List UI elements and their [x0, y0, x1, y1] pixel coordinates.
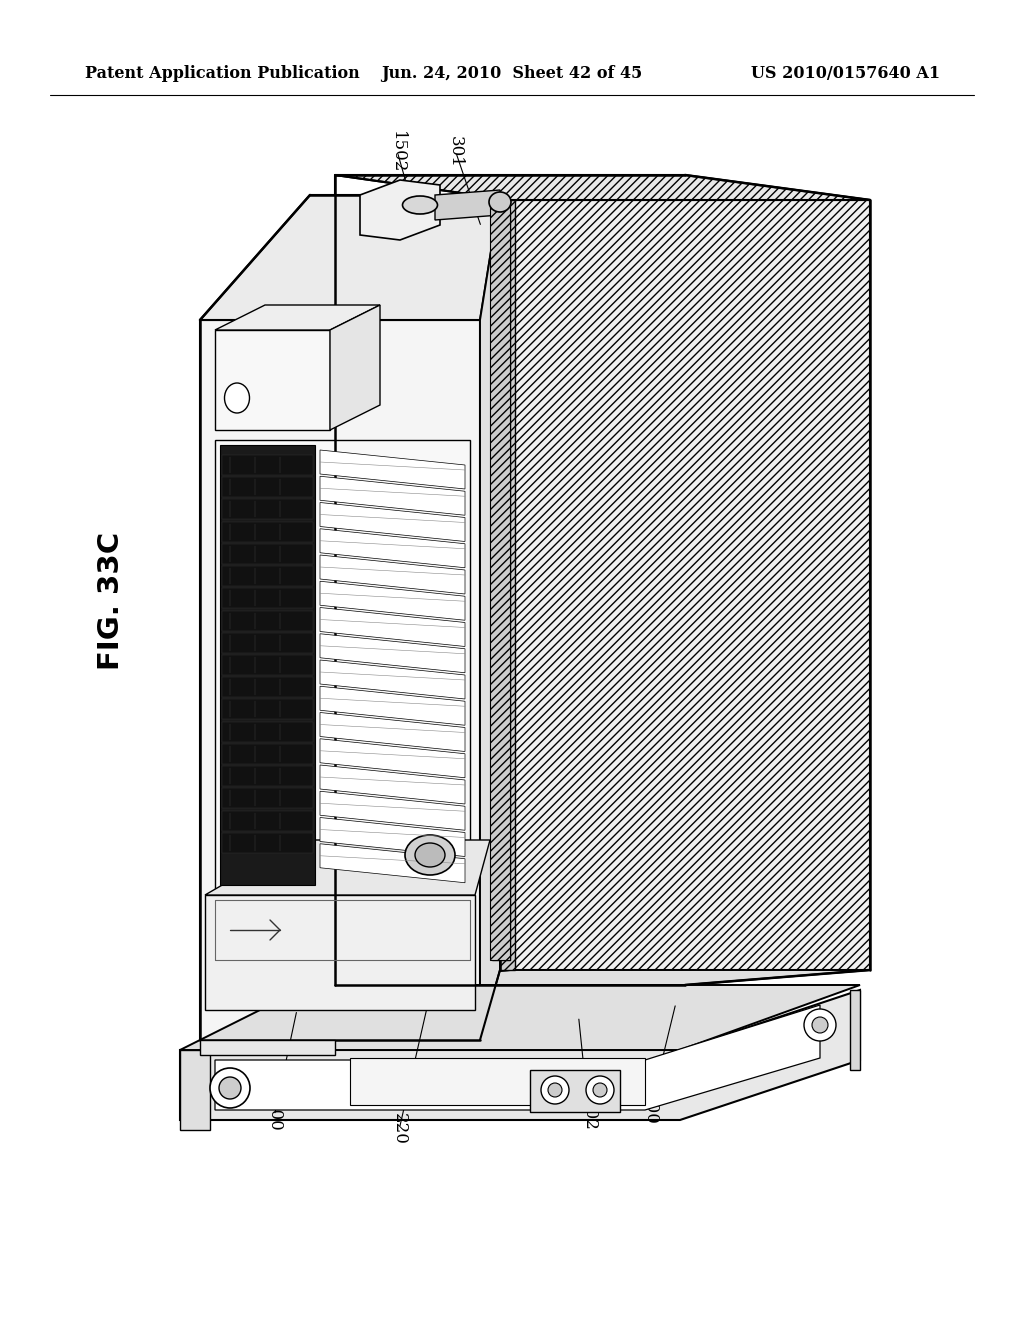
- Polygon shape: [319, 791, 465, 830]
- Polygon shape: [319, 477, 465, 515]
- Polygon shape: [222, 833, 313, 853]
- Polygon shape: [319, 607, 465, 647]
- Circle shape: [804, 1008, 836, 1041]
- Polygon shape: [215, 1005, 820, 1110]
- Polygon shape: [222, 788, 313, 808]
- Polygon shape: [480, 195, 500, 1040]
- Polygon shape: [330, 305, 380, 430]
- Text: 220: 220: [391, 1113, 408, 1144]
- Polygon shape: [222, 677, 313, 697]
- Polygon shape: [850, 990, 860, 1071]
- Polygon shape: [319, 739, 465, 777]
- Polygon shape: [360, 180, 440, 240]
- Polygon shape: [319, 686, 465, 725]
- Text: 500: 500: [266, 1100, 283, 1131]
- Polygon shape: [319, 817, 465, 857]
- Polygon shape: [205, 895, 475, 1010]
- Polygon shape: [222, 455, 313, 475]
- Polygon shape: [205, 840, 490, 895]
- Polygon shape: [215, 440, 470, 890]
- Polygon shape: [180, 985, 860, 1049]
- Polygon shape: [319, 581, 465, 620]
- Circle shape: [210, 1068, 250, 1107]
- Polygon shape: [222, 632, 313, 653]
- Polygon shape: [220, 445, 315, 884]
- Ellipse shape: [406, 836, 455, 875]
- Polygon shape: [222, 611, 313, 631]
- Polygon shape: [222, 499, 313, 520]
- Polygon shape: [222, 478, 313, 498]
- Polygon shape: [319, 843, 465, 883]
- Polygon shape: [490, 201, 510, 960]
- Polygon shape: [222, 722, 313, 742]
- Circle shape: [219, 1077, 241, 1100]
- Polygon shape: [492, 210, 510, 960]
- Polygon shape: [335, 970, 870, 985]
- Polygon shape: [222, 744, 313, 764]
- Polygon shape: [530, 1071, 620, 1111]
- Circle shape: [593, 1082, 607, 1097]
- Polygon shape: [319, 634, 465, 673]
- Polygon shape: [500, 201, 515, 970]
- Polygon shape: [222, 810, 313, 830]
- Polygon shape: [200, 195, 500, 319]
- Polygon shape: [222, 700, 313, 719]
- Text: Patent Application Publication: Patent Application Publication: [85, 65, 359, 82]
- Ellipse shape: [415, 843, 445, 867]
- Polygon shape: [319, 503, 465, 541]
- Polygon shape: [510, 201, 870, 970]
- Text: Jun. 24, 2010  Sheet 42 of 45: Jun. 24, 2010 Sheet 42 of 45: [381, 65, 643, 82]
- Ellipse shape: [224, 383, 250, 413]
- Polygon shape: [319, 713, 465, 751]
- Polygon shape: [350, 1059, 645, 1105]
- Polygon shape: [319, 554, 465, 594]
- Text: 300: 300: [642, 1093, 658, 1125]
- Circle shape: [541, 1076, 569, 1104]
- Ellipse shape: [402, 195, 437, 214]
- Text: 1502: 1502: [389, 131, 406, 173]
- Polygon shape: [200, 1040, 335, 1055]
- Polygon shape: [222, 766, 313, 787]
- Text: 301: 301: [447, 136, 464, 168]
- Text: US 2010/0157640 A1: US 2010/0157640 A1: [751, 65, 940, 82]
- Polygon shape: [180, 990, 860, 1119]
- Polygon shape: [222, 521, 313, 541]
- Polygon shape: [319, 529, 465, 568]
- Polygon shape: [200, 319, 480, 1040]
- Polygon shape: [435, 190, 500, 220]
- Polygon shape: [222, 566, 313, 586]
- Ellipse shape: [489, 191, 511, 213]
- Polygon shape: [222, 589, 313, 609]
- Circle shape: [812, 1016, 828, 1034]
- Polygon shape: [319, 660, 465, 700]
- Polygon shape: [335, 176, 870, 201]
- Text: 302: 302: [581, 1100, 597, 1131]
- Polygon shape: [215, 305, 380, 330]
- Polygon shape: [222, 544, 313, 564]
- Polygon shape: [215, 330, 330, 430]
- Circle shape: [548, 1082, 562, 1097]
- Polygon shape: [319, 766, 465, 804]
- Polygon shape: [319, 450, 465, 488]
- Text: FIG. 33C: FIG. 33C: [96, 532, 125, 669]
- Circle shape: [586, 1076, 614, 1104]
- Polygon shape: [222, 655, 313, 675]
- Polygon shape: [180, 1049, 210, 1130]
